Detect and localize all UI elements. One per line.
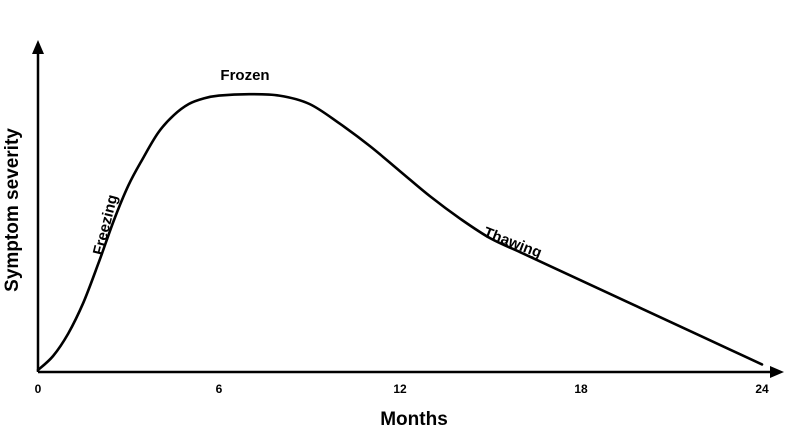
x-axis-title: Months [380,409,448,430]
x-tick-label-0: 0 [35,382,42,396]
phase-label-thawing: Thawing [481,224,544,262]
x-tick-labels: 0 6 12 18 24 [35,382,769,396]
symptom-severity-curve [36,92,764,372]
phase-label-frozen: Frozen [220,67,269,84]
x-tick-label-6: 6 [216,382,223,396]
x-axis-arrowhead [770,366,784,378]
y-axis-arrowhead [32,40,44,54]
y-axis-title: Symptom severity [2,128,23,292]
x-tick-label-18: 18 [574,382,588,396]
x-axis [38,366,784,378]
phase-label-freezing: Freezing [90,193,121,257]
x-tick-label-24: 24 [755,382,769,396]
y-axis [32,40,44,372]
x-tick-label-12: 12 [393,382,407,396]
